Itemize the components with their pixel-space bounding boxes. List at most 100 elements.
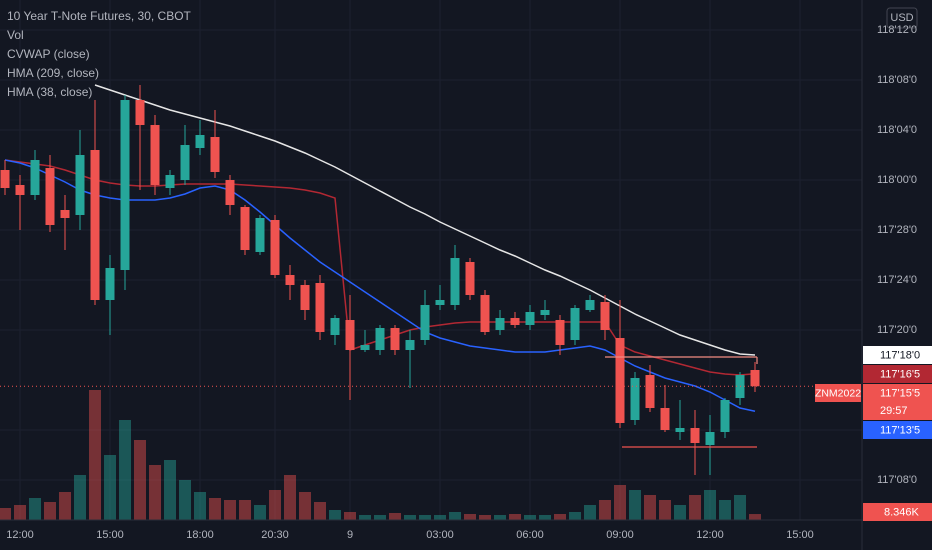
volume-bar xyxy=(404,515,416,520)
volume-bar xyxy=(284,475,296,520)
volume-bar xyxy=(359,515,371,520)
volume-bar xyxy=(14,505,26,520)
candle-body xyxy=(585,300,595,310)
volume-bar xyxy=(239,500,251,520)
candle-body xyxy=(690,428,700,443)
candle-body xyxy=(435,300,445,305)
volume-bar xyxy=(734,495,746,520)
currency-box[interactable] xyxy=(886,7,918,29)
indicator-line xyxy=(4,159,756,412)
y-tick-label: 117'24'0 xyxy=(877,274,917,286)
y-tick-label: 118'00'0 xyxy=(877,174,917,186)
currency: USD xyxy=(890,12,913,24)
volume-bar xyxy=(614,485,626,520)
volume-bar xyxy=(329,510,341,520)
volume-bar xyxy=(674,505,686,520)
candle-body xyxy=(615,338,625,423)
candle-body xyxy=(195,135,205,148)
candle-body xyxy=(645,375,655,408)
volume-bar xyxy=(509,514,521,520)
candle-body xyxy=(15,185,25,195)
volume-bar xyxy=(164,460,176,520)
volume-bar xyxy=(0,508,11,520)
legend: 10 Year T-Note Futures, 30, CBOT Vol CVW… xyxy=(7,9,192,99)
volume-bar xyxy=(494,515,506,520)
candle-body xyxy=(420,305,430,340)
time-axis xyxy=(0,520,862,550)
candle-body xyxy=(510,318,520,325)
x-tick-label: 09:00 xyxy=(606,529,634,541)
x-tick-label: 12:00 xyxy=(6,529,34,541)
volume-bar xyxy=(29,498,41,520)
legend-entry: HMA (38, close) xyxy=(7,85,92,99)
volume-bar xyxy=(389,513,401,520)
candle-body xyxy=(45,168,55,225)
candle-body xyxy=(240,207,250,250)
candle-body xyxy=(210,137,220,172)
last-price-box xyxy=(863,384,932,420)
volume-pane xyxy=(0,390,761,520)
volume-bar xyxy=(314,502,326,520)
volume-bar xyxy=(149,465,161,520)
volume-bar xyxy=(419,515,431,520)
candle-body xyxy=(30,160,40,195)
volume-bar xyxy=(704,490,716,520)
x-tick-label: 18:00 xyxy=(186,529,214,541)
series-price-label: 117'13'5 xyxy=(880,424,920,436)
volume-bar xyxy=(224,500,236,520)
series-price-label: 117'16'5 xyxy=(880,368,920,380)
y-tick-label: 118'04'0 xyxy=(877,124,917,136)
volume-bar xyxy=(479,515,491,520)
x-tick-label: 9 xyxy=(347,529,353,541)
candle-body xyxy=(720,400,730,432)
candle-body xyxy=(285,275,295,285)
volume-bar xyxy=(659,500,671,520)
candle-body xyxy=(450,258,460,305)
y-tick-label: 117'28'0 xyxy=(877,224,917,236)
candle-body xyxy=(705,432,715,445)
volume-bar xyxy=(464,514,476,520)
candle-body xyxy=(555,320,565,345)
y-tick-label: 118'08'0 xyxy=(877,74,917,86)
candle-body xyxy=(360,345,370,350)
user-drawings xyxy=(0,356,862,448)
candle-body xyxy=(105,268,115,300)
volume-bar xyxy=(254,505,266,520)
symbol-label: ZNM2022 xyxy=(815,387,861,399)
candle-body xyxy=(180,145,190,180)
volume-bar xyxy=(524,515,536,520)
volume-bar xyxy=(554,514,566,520)
candle-body xyxy=(300,285,310,310)
volume-bar xyxy=(194,492,206,520)
volume-bar xyxy=(74,475,86,520)
volume-bar xyxy=(449,512,461,520)
x-tick-label: 15:00 xyxy=(96,529,124,541)
candles xyxy=(0,85,760,475)
candle-body xyxy=(525,312,535,325)
candle-body xyxy=(330,318,340,335)
series-price-box xyxy=(863,346,932,364)
y-tick-label: 117'20'0 xyxy=(877,324,917,336)
legend-volume: Vol xyxy=(7,28,24,42)
volume-bar xyxy=(134,440,146,520)
indicator-line xyxy=(94,84,756,356)
candle-body xyxy=(120,100,130,270)
candle-body xyxy=(660,408,670,430)
volume-bar xyxy=(599,500,611,520)
price-axis xyxy=(862,0,932,550)
candle-body xyxy=(405,340,415,350)
volume-bar xyxy=(629,490,641,520)
candle-body xyxy=(750,370,760,387)
candle-body xyxy=(315,283,325,332)
candle-body xyxy=(390,328,400,350)
candle-body xyxy=(540,310,550,315)
volume-bar xyxy=(104,455,116,520)
candle-body xyxy=(465,262,475,295)
candle-body xyxy=(60,210,70,218)
legend-entry: HMA (209, close) xyxy=(7,66,99,80)
volume-bar xyxy=(44,502,56,520)
last-price-label: 117'15'5 xyxy=(880,387,920,399)
candle-body xyxy=(375,328,385,350)
candle-body xyxy=(150,125,160,185)
